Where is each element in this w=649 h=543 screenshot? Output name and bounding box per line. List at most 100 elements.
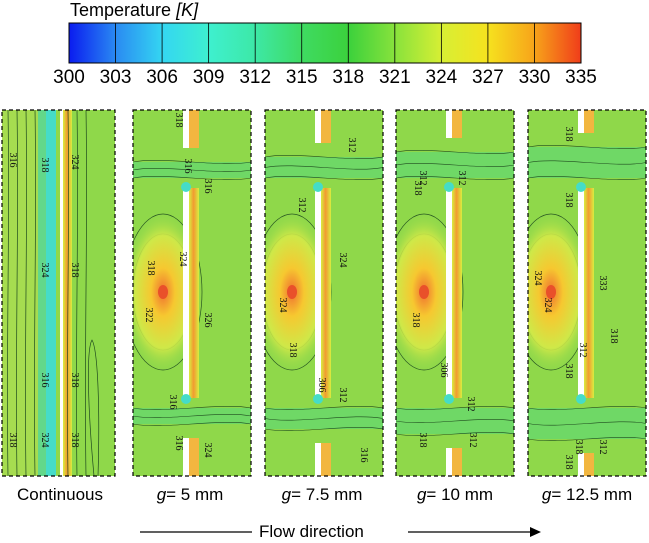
contour-label: 312: [296, 198, 307, 213]
fin-hot-band: [321, 443, 331, 476]
contour-label: 312: [467, 433, 478, 448]
fin-edge: [60, 110, 63, 476]
contour-label: 318: [39, 158, 50, 173]
isotherm-line: [528, 160, 646, 165]
contour-label: 324: [532, 271, 543, 286]
fin-hot-band: [63, 110, 72, 476]
fin-body: [183, 188, 189, 398]
fin-hot-band: [584, 110, 594, 133]
legend-title: Temperature [K]: [70, 0, 198, 20]
isotherm-line: [265, 165, 383, 170]
fin-hot-band: [189, 110, 199, 148]
fin-body: [446, 448, 452, 476]
isotherm-line: [133, 175, 251, 181]
legend-title-text: Temperature: [70, 0, 172, 20]
contour-label: 318: [563, 364, 574, 379]
colorbar-frame: [68, 22, 582, 64]
colorbar-tick-label: 309: [192, 67, 225, 88]
colorbar-segment: [534, 23, 582, 63]
panel-label-text: = 5 mm: [166, 485, 224, 504]
contour-label: 318: [145, 261, 156, 276]
contour-label: 324: [277, 298, 288, 313]
panel-frame: [1, 109, 116, 477]
fin-hot-band: [321, 188, 331, 398]
hot-spot: [528, 212, 591, 372]
contour-label: 316: [167, 395, 178, 410]
contour-label: 312: [597, 440, 608, 455]
colorbar-tick-label: 327: [472, 67, 504, 88]
fin-body: [183, 110, 189, 148]
isotherm-line: [528, 175, 646, 181]
fin-body: [315, 443, 321, 476]
panel-label-text: = 7.5 mm: [291, 485, 363, 504]
fin-body: [446, 110, 452, 138]
gap-symbol: g: [541, 485, 552, 504]
colorbar-segment: [487, 23, 535, 63]
fin-tip: [313, 182, 323, 192]
contour-label: 318: [412, 181, 423, 196]
colorbar: [68, 22, 582, 64]
fin-tip: [576, 394, 586, 404]
hot-spot-core: [287, 285, 297, 299]
colorbar-segment: [301, 23, 349, 63]
fin-hot-band: [321, 110, 331, 143]
contour-label: 333: [597, 276, 608, 291]
colorbar-segment: [441, 23, 489, 63]
fin-tip: [576, 182, 586, 192]
contour-label: 322: [143, 308, 154, 323]
flow-direction-label: Flow direction: [259, 522, 364, 541]
colorbar-tick-label: 321: [378, 67, 411, 88]
colorbar-segment: [208, 23, 256, 63]
contour-label: 316: [358, 448, 369, 463]
fin-hot-band: [189, 438, 199, 476]
isotherm-line: [528, 421, 646, 426]
contour-label: 318: [7, 433, 18, 448]
fin-tip: [444, 394, 454, 404]
isotherm-line: [88, 339, 100, 476]
isotherm-line: [265, 175, 383, 181]
isotherm-line: [25, 110, 27, 476]
contour-label: 316: [182, 159, 193, 174]
fin-tip: [444, 182, 454, 192]
colorbar-segment: [348, 23, 396, 63]
colorbar-segment: [115, 23, 163, 63]
panel-label-text: Continuous: [16, 485, 104, 504]
contour-label: 318: [173, 113, 184, 128]
contour-label: 312: [456, 171, 467, 186]
contour-label: 312: [465, 397, 476, 412]
colorbar-segment: [394, 23, 442, 63]
colorbar-segment: [162, 23, 210, 63]
isotherm-line: [396, 431, 514, 437]
hot-spot-core: [419, 285, 429, 299]
contour-label: 318: [563, 127, 574, 142]
contour-label: 318: [287, 343, 298, 358]
isotherm-line: [396, 405, 514, 411]
fin-body: [315, 110, 321, 143]
colorbar-tick-label: 324: [425, 67, 458, 88]
contour-label: 306: [438, 363, 449, 378]
gap-symbol: g: [281, 485, 292, 504]
gap-symbol: g: [156, 485, 167, 504]
isotherm-line: [396, 418, 514, 424]
contour-label: 318: [573, 440, 584, 455]
isotherm-line: [133, 405, 251, 411]
contour-label: 312: [577, 343, 588, 358]
colorbar-segment: [69, 23, 117, 63]
colorbar-tick-label: 330: [518, 67, 551, 88]
panel-label: g= 12.5 mm: [542, 485, 632, 505]
fin-tip: [181, 394, 191, 404]
contour-label: 312: [337, 388, 348, 403]
colorbar-tick-label: 315: [285, 67, 318, 88]
fin-hot-band: [452, 110, 462, 138]
panel-label-text: = 10 mm: [426, 485, 494, 504]
contour-panel: 312 312 324 318 324 306 312 316: [264, 109, 384, 477]
isotherm-line: [265, 154, 383, 160]
panel-label: g= 10 mm: [417, 485, 493, 505]
fin-hot-band: [189, 188, 199, 398]
fin-hot-band: [452, 448, 462, 476]
isotherm-line: [34, 110, 36, 476]
fin-hot-band: [584, 453, 594, 476]
